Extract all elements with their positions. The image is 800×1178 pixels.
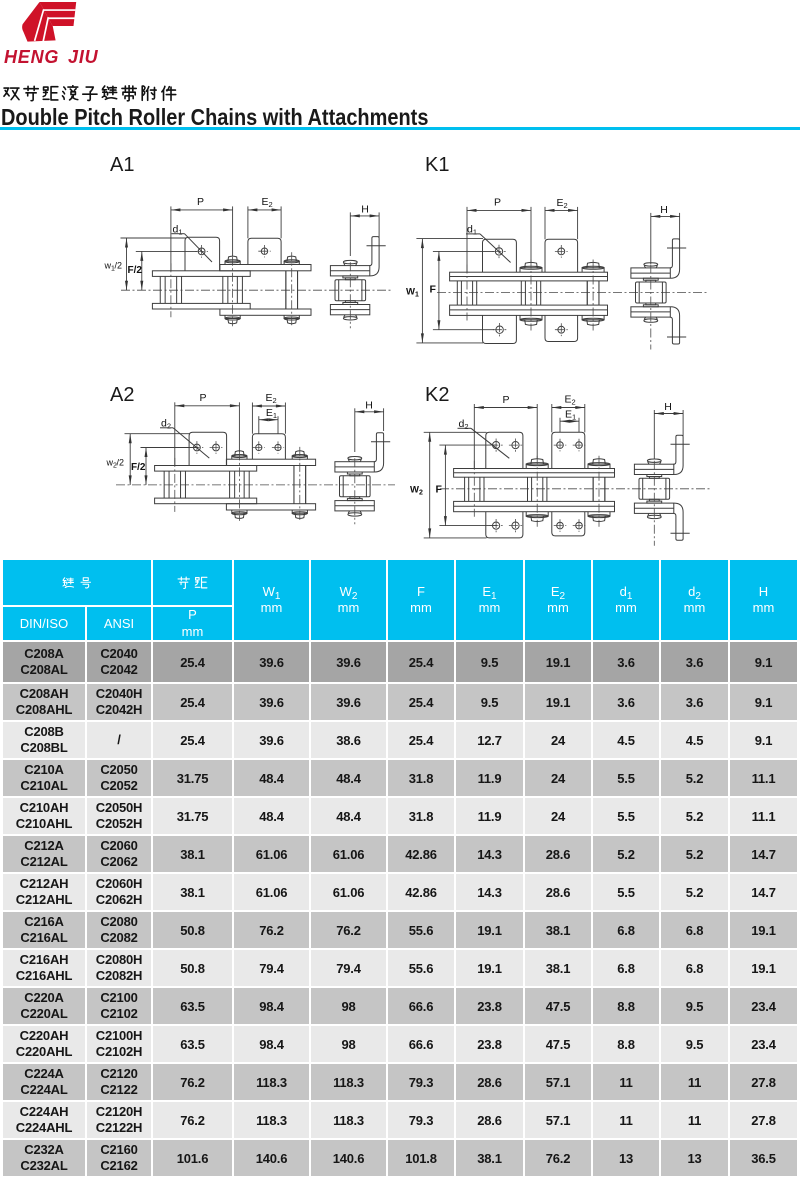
- svg-text:d1: d1: [467, 224, 477, 237]
- svg-text:E2: E2: [565, 394, 576, 407]
- svg-text:E2: E2: [557, 197, 568, 210]
- svg-text:d1: d1: [173, 223, 183, 236]
- svg-text:H: H: [361, 203, 369, 215]
- svg-text:d2: d2: [161, 418, 171, 431]
- svg-text:/2: /2: [117, 458, 125, 468]
- svg-text:F/2: F/2: [131, 462, 146, 473]
- svg-text:F: F: [436, 484, 443, 496]
- svg-text:W1: W1: [406, 286, 419, 298]
- svg-text:F: F: [430, 284, 437, 296]
- svg-text:P: P: [199, 392, 206, 404]
- svg-text:H: H: [664, 401, 672, 413]
- svg-text:d2: d2: [459, 418, 469, 431]
- svg-text:/2: /2: [115, 261, 123, 271]
- svg-text:F/2: F/2: [128, 265, 143, 276]
- svg-text:E1: E1: [565, 408, 576, 421]
- svg-text:w2: w2: [106, 458, 118, 470]
- svg-text:E2: E2: [266, 392, 277, 405]
- svg-text:E1: E1: [266, 407, 277, 420]
- svg-text:P: P: [502, 394, 509, 406]
- svg-text:P: P: [494, 197, 501, 209]
- svg-text:P: P: [197, 196, 204, 208]
- svg-text:H: H: [365, 399, 373, 411]
- svg-text:E2: E2: [262, 196, 273, 209]
- svg-text:w1: w1: [104, 261, 116, 273]
- svg-text:W2: W2: [410, 485, 423, 497]
- svg-text:H: H: [660, 204, 668, 216]
